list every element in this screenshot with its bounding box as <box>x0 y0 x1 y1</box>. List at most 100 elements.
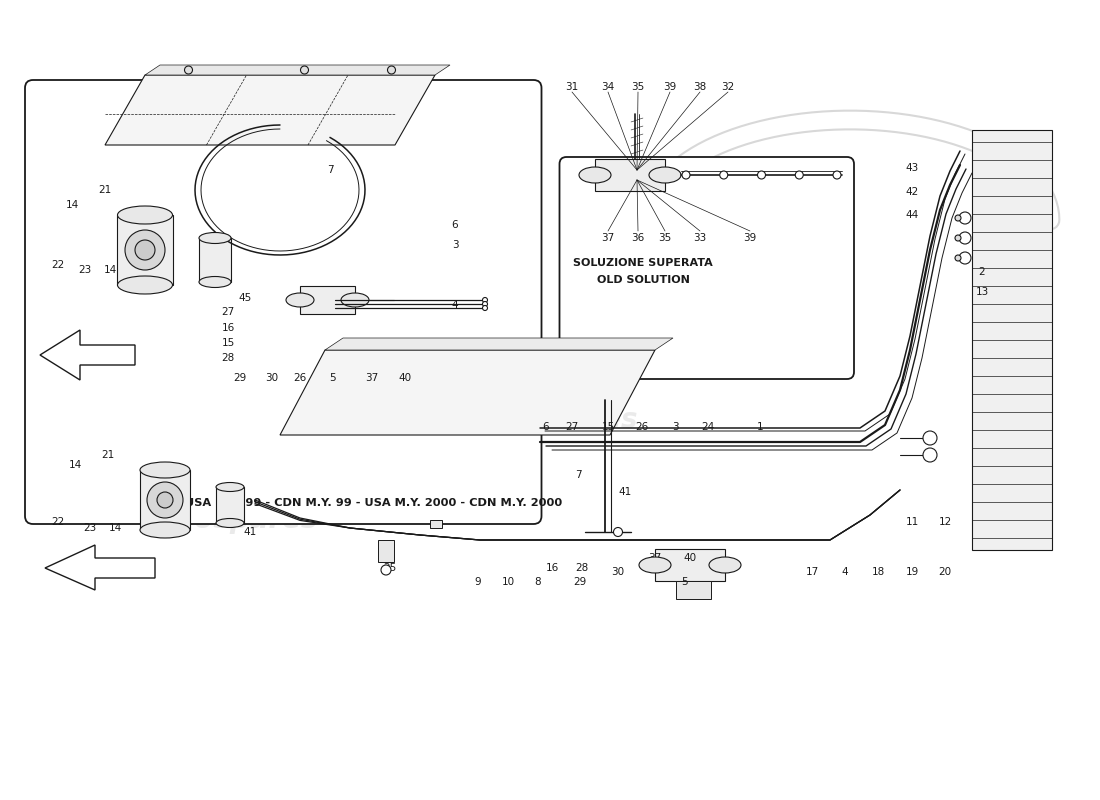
Text: 39: 39 <box>663 82 676 92</box>
Text: 29: 29 <box>233 373 246 383</box>
Text: 5: 5 <box>329 373 336 383</box>
Bar <box>595 159 666 191</box>
Text: 21: 21 <box>101 450 114 460</box>
Bar <box>378 540 394 562</box>
Ellipse shape <box>710 557 741 573</box>
Text: 14: 14 <box>109 523 122 533</box>
Text: 28: 28 <box>221 353 234 363</box>
Text: 10: 10 <box>502 577 515 587</box>
Text: 11: 11 <box>905 517 918 527</box>
Text: 16: 16 <box>546 563 559 573</box>
Polygon shape <box>104 75 435 145</box>
Text: 40: 40 <box>683 553 696 563</box>
Text: 25: 25 <box>384 563 397 573</box>
Circle shape <box>483 302 487 306</box>
Text: 1: 1 <box>757 422 763 432</box>
Text: 14: 14 <box>103 265 117 275</box>
Circle shape <box>135 240 155 260</box>
Bar <box>972 130 1052 550</box>
Text: 38: 38 <box>693 82 706 92</box>
FancyBboxPatch shape <box>560 157 854 379</box>
Text: 3: 3 <box>672 422 679 432</box>
Text: 37: 37 <box>602 233 615 243</box>
Text: 22: 22 <box>52 517 65 527</box>
Circle shape <box>147 482 183 518</box>
Text: 33: 33 <box>693 233 706 243</box>
Text: 6: 6 <box>542 422 549 432</box>
Bar <box>118 215 173 285</box>
Ellipse shape <box>140 462 190 478</box>
Text: 37: 37 <box>365 373 378 383</box>
Circle shape <box>614 527 623 537</box>
Polygon shape <box>45 545 155 590</box>
Bar <box>430 520 442 528</box>
Bar <box>300 286 355 314</box>
Circle shape <box>955 255 961 261</box>
Text: 14: 14 <box>68 460 81 470</box>
Circle shape <box>300 66 308 74</box>
Text: 22: 22 <box>52 260 65 270</box>
Text: OLD SOLUTION: OLD SOLUTION <box>596 275 690 285</box>
Text: 32: 32 <box>722 82 735 92</box>
Text: eurospares: eurospares <box>142 506 318 534</box>
Circle shape <box>125 230 165 270</box>
Text: 2: 2 <box>979 267 986 277</box>
Polygon shape <box>280 350 654 435</box>
Text: 45: 45 <box>239 293 252 303</box>
Bar <box>216 487 244 523</box>
Text: 35: 35 <box>631 82 645 92</box>
Text: 21: 21 <box>98 185 111 195</box>
Text: 24: 24 <box>702 422 715 432</box>
Text: 43: 43 <box>905 163 918 173</box>
Text: SOLUZIONE SUPERATA: SOLUZIONE SUPERATA <box>573 258 713 268</box>
Circle shape <box>833 171 842 179</box>
Text: 12: 12 <box>938 517 952 527</box>
Circle shape <box>157 492 173 508</box>
Circle shape <box>719 171 728 179</box>
Ellipse shape <box>199 233 231 243</box>
FancyBboxPatch shape <box>25 80 541 524</box>
Text: 26: 26 <box>636 422 649 432</box>
Text: 41: 41 <box>618 487 631 497</box>
Text: 9: 9 <box>475 577 482 587</box>
Text: 19: 19 <box>905 567 918 577</box>
Bar <box>140 470 190 530</box>
Circle shape <box>483 298 487 302</box>
Text: 4: 4 <box>452 300 459 310</box>
Text: 39: 39 <box>744 233 757 243</box>
Circle shape <box>758 171 766 179</box>
Circle shape <box>483 306 487 310</box>
Bar <box>676 581 711 599</box>
Text: 30: 30 <box>265 373 278 383</box>
Text: 17: 17 <box>805 567 818 577</box>
Circle shape <box>959 212 971 224</box>
Text: 44: 44 <box>905 210 918 220</box>
Text: 18: 18 <box>871 567 884 577</box>
Text: 31: 31 <box>565 82 579 92</box>
Bar <box>654 549 725 581</box>
Ellipse shape <box>118 206 173 224</box>
Circle shape <box>959 252 971 264</box>
Text: 28: 28 <box>575 563 589 573</box>
Polygon shape <box>324 338 673 350</box>
Text: 41: 41 <box>243 527 256 537</box>
Text: USA M.Y. 99 - CDN M.Y. 99 - USA M.Y. 2000 - CDN M.Y. 2000: USA M.Y. 99 - CDN M.Y. 99 - USA M.Y. 200… <box>185 498 562 508</box>
Text: 37: 37 <box>648 553 661 563</box>
Text: 7: 7 <box>574 470 581 480</box>
Circle shape <box>955 215 961 221</box>
Ellipse shape <box>118 276 173 294</box>
Circle shape <box>381 565 390 575</box>
Text: 26: 26 <box>294 373 307 383</box>
Text: 40: 40 <box>398 373 411 383</box>
Polygon shape <box>145 65 450 75</box>
Circle shape <box>923 448 937 462</box>
Circle shape <box>185 66 192 74</box>
Text: 3: 3 <box>452 240 459 250</box>
Circle shape <box>959 232 971 244</box>
Text: eurospares: eurospares <box>462 406 638 434</box>
Text: 23: 23 <box>78 265 91 275</box>
Text: 5: 5 <box>682 577 689 587</box>
Text: 27: 27 <box>565 422 579 432</box>
Text: 14: 14 <box>65 200 78 210</box>
Text: 29: 29 <box>573 577 586 587</box>
